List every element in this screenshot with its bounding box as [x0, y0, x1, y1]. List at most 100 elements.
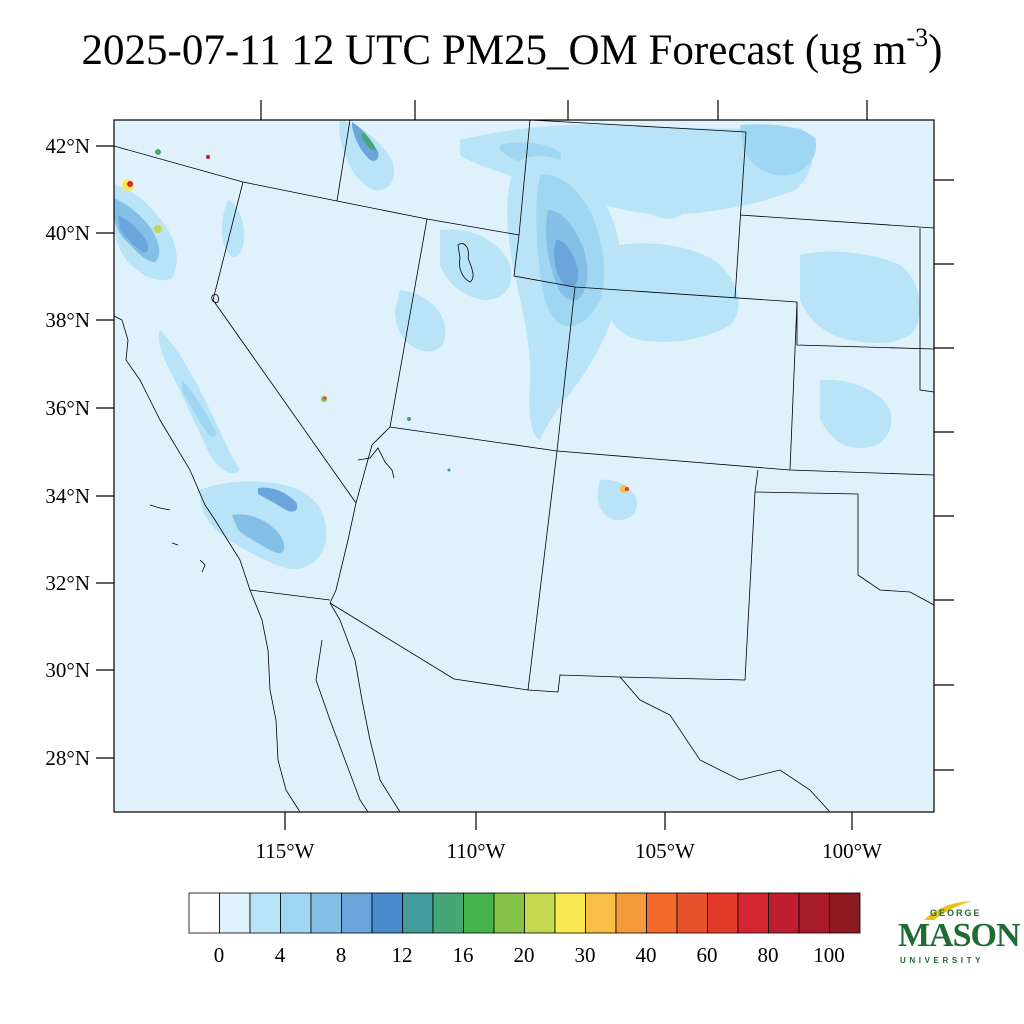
coastline-pacific — [114, 315, 301, 812]
map-frame — [113, 119, 935, 813]
colorbar-swatch — [432, 892, 464, 934]
channel-islands — [149, 504, 171, 511]
colorbar-swatch — [310, 892, 342, 934]
colorbar-swatch — [707, 892, 739, 934]
lat-labels: 42°N 40°N 38°N 36°N 34°N 32°N 30°N 28°N — [45, 134, 90, 770]
field-level-4 — [158, 330, 240, 474]
border-co-south — [556, 450, 934, 476]
rio-grande — [619, 676, 831, 812]
border-sd — [739, 214, 934, 229]
lat-label: 30°N — [45, 658, 90, 682]
gmu-swoosh-icon — [924, 901, 972, 920]
colorbar-label: 80 — [758, 943, 779, 967]
lat-label: 42°N — [45, 134, 90, 158]
colorbar-swatch — [249, 892, 281, 934]
colorbar-swatch — [676, 892, 708, 934]
hotspot-fire — [407, 417, 411, 421]
lake-tahoe — [211, 294, 219, 303]
gmu-logo-george: GEORGE — [930, 908, 982, 918]
coastline-gulf — [329, 602, 401, 812]
lat-label: 34°N — [45, 484, 90, 508]
colorbar-swatch — [646, 892, 678, 934]
border-ok — [754, 491, 934, 606]
colorbar-label: 16 — [453, 943, 474, 967]
colorbar-label: 20 — [514, 943, 535, 967]
colorbar-labels: 0 4 8 12 16 20 30 40 60 80 100 — [214, 943, 845, 967]
border-wy-mt — [529, 120, 747, 133]
map-title-close: ) — [928, 27, 943, 74]
colorbar-swatch — [585, 892, 617, 934]
lat-label: 28°N — [45, 746, 90, 770]
border-ne — [796, 302, 934, 350]
lake-mead — [357, 447, 395, 479]
colorbar-swatch — [768, 892, 800, 934]
hotspot-fire — [620, 485, 628, 493]
hotspot-fire — [625, 487, 629, 491]
colorbar-swatch — [493, 892, 525, 934]
field-level-4 — [395, 290, 446, 352]
border-ut-west — [389, 218, 428, 428]
lat-label: 32°N — [45, 571, 90, 595]
map-title: 2025-07-11 12 UTC PM25_OM Forecast (ug m… — [0, 23, 1024, 75]
field-level-6 — [182, 380, 216, 437]
lat-label: 38°N — [45, 308, 90, 332]
border-co-east — [789, 301, 798, 471]
map-title-text: 2025-07-11 12 UTC PM25_OM Forecast (ug m — [81, 27, 907, 74]
border-co-west — [556, 286, 576, 452]
axis-ticks — [96, 100, 954, 830]
colorbar-swatch — [798, 892, 830, 934]
border-az-ca — [329, 502, 357, 604]
field-level-16 — [362, 132, 376, 151]
border-ks — [919, 228, 934, 393]
colorbar-label: 60 — [697, 943, 718, 967]
border-id-west — [336, 120, 351, 202]
border-ca-mx — [249, 589, 331, 601]
colorbar-label: 40 — [636, 943, 657, 967]
border-nv-west — [212, 181, 357, 504]
channel-islands — [171, 542, 179, 546]
colorbar-swatch — [280, 892, 312, 934]
field-level-10 — [554, 240, 579, 288]
map-title-superscript: -3 — [906, 23, 929, 52]
border-wy-west — [518, 120, 531, 236]
field-level-4 — [820, 379, 892, 449]
colorbar-swatch — [463, 892, 495, 934]
field-level-4 — [800, 251, 920, 343]
field-level-4 — [605, 243, 739, 342]
hotspot-fire — [323, 396, 327, 400]
lon-label: 115°W — [256, 839, 315, 863]
lon-label: 110°W — [447, 839, 506, 863]
hotspot-fire — [155, 149, 161, 155]
field-level-8 — [232, 514, 285, 554]
field-level-4 — [636, 148, 702, 219]
concentration-field — [114, 120, 920, 570]
colorbar-label: 12 — [392, 943, 413, 967]
colorbar-label: 100 — [813, 943, 845, 967]
gmu-logo-university: UNIVERSITY — [900, 956, 985, 965]
hotspot-fire — [447, 468, 451, 472]
gmu-logo: GEORGE MASON UNIVERSITY — [896, 900, 1021, 970]
border-az-east — [527, 450, 558, 691]
lon-label: 100°W — [822, 839, 882, 863]
colorbar-swatch — [829, 892, 861, 934]
colorbar-label: 4 — [275, 943, 286, 967]
colorbar — [188, 892, 861, 934]
great-salt-lake — [457, 243, 474, 283]
colorbar-swatch — [524, 892, 556, 934]
field-level-4 — [440, 229, 512, 300]
colorbar-label: 30 — [575, 943, 596, 967]
colorbar-swatch — [737, 892, 769, 934]
colorbar-swatch — [371, 892, 403, 934]
lat-label: 36°N — [45, 396, 90, 420]
colorbar-swatch — [219, 892, 251, 934]
hotspot-fire — [127, 181, 133, 187]
lat-label: 40°N — [45, 221, 90, 245]
border-nv-az — [355, 426, 391, 504]
field-level-6 — [740, 124, 817, 176]
lon-label: 105°W — [635, 839, 695, 863]
hotspot-fire — [206, 155, 210, 159]
field-level-10 — [258, 487, 298, 512]
gmu-logo-mason: MASON — [898, 917, 1021, 954]
hotspot-fire — [154, 225, 162, 233]
